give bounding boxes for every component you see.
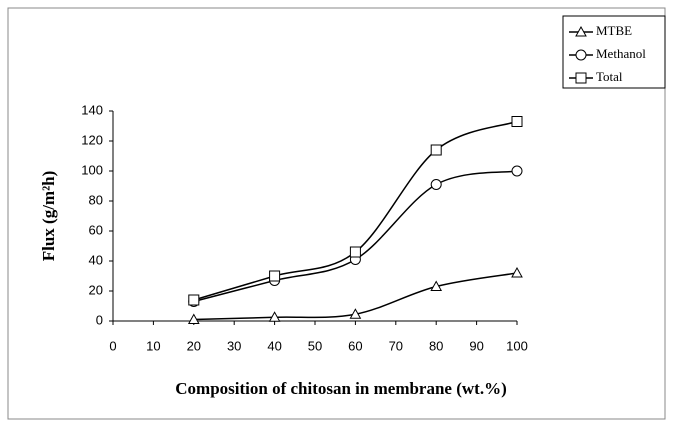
square-marker — [269, 270, 281, 282]
triangle-marker — [511, 266, 523, 278]
legend-label: Methanol — [596, 46, 646, 61]
x-tick-label: 100 — [506, 338, 528, 353]
x-tick-label: 40 — [267, 338, 281, 353]
x-tick-label: 60 — [348, 338, 362, 353]
y-tick-label: 100 — [81, 162, 103, 177]
triangle-marker — [349, 308, 362, 319]
x-tick-label: 80 — [429, 338, 443, 353]
y-tick-label: 60 — [89, 222, 103, 237]
square-marker — [430, 144, 442, 156]
triangle-marker — [268, 311, 281, 322]
y-tick-label: 120 — [81, 132, 103, 147]
x-tick-label: 70 — [389, 338, 403, 353]
x-tick-label: 0 — [109, 338, 116, 353]
series-line — [193, 170, 518, 303]
triangle-marker — [575, 25, 587, 37]
y-tick-label: 40 — [89, 252, 103, 267]
triangle-marker — [187, 313, 200, 324]
x-axis-label: Composition of chitosan in membrane (wt.… — [175, 379, 507, 398]
x-tick-label: 10 — [146, 338, 160, 353]
y-tick-label: 140 — [81, 102, 103, 117]
square-marker — [188, 294, 200, 306]
y-axis-label: Flux (g/m²h) — [39, 171, 58, 262]
square-marker — [511, 116, 523, 127]
x-tick-label: 20 — [187, 338, 201, 353]
y-tick-label: 0 — [96, 312, 103, 327]
circle-marker — [430, 179, 442, 190]
square-marker — [349, 246, 361, 258]
legend-label: Total — [596, 69, 623, 84]
x-tick-label: 50 — [308, 338, 322, 353]
y-tick-label: 80 — [89, 192, 103, 207]
circle-marker — [575, 49, 587, 61]
triangle-marker — [430, 280, 443, 291]
y-tick-label: 20 — [89, 282, 103, 297]
chart-frame — [7, 7, 666, 420]
series-line — [193, 120, 518, 301]
legend-label: MTBE — [596, 23, 632, 38]
x-tick-label: 30 — [227, 338, 241, 353]
circle-marker — [511, 165, 523, 177]
x-tick-label: 90 — [469, 338, 483, 353]
square-marker — [575, 72, 587, 84]
